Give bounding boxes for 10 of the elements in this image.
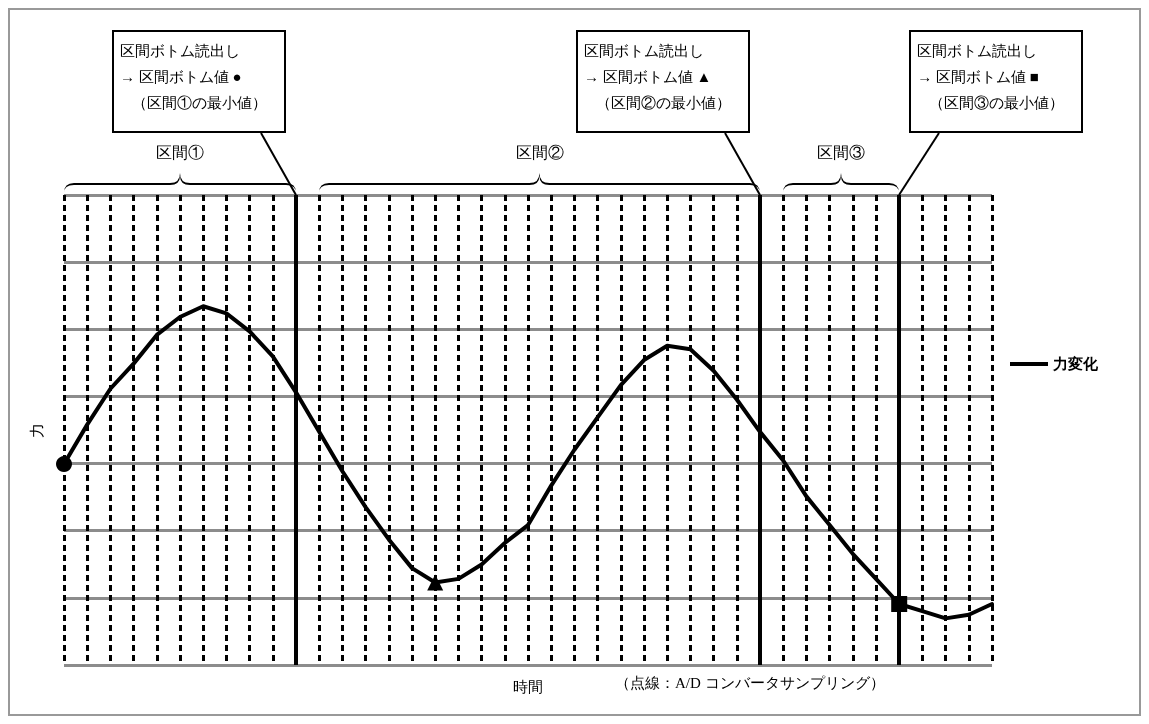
text: （点線：A/D コンバータサンプリング） — [615, 674, 885, 691]
text: 区間ボトム読出し → 区間ボトム値 ● （区間①の最小値） — [120, 42, 268, 113]
text: 区間ボトム読出し → 区間ボトム値 ■ （区間③の最小値） — [917, 42, 1065, 113]
text: 区間② — [514, 143, 565, 163]
text: 区間ボトム読出し → 区間ボトム値 ▲ （区間②の最小値） — [584, 42, 732, 113]
legend-label: 力変化 — [1052, 355, 1099, 373]
x-axis-title: 時間 — [513, 678, 543, 695]
text: 区間③ — [816, 143, 867, 163]
text: 区間① — [155, 143, 205, 163]
y-axis-title: 力 — [28, 422, 45, 438]
